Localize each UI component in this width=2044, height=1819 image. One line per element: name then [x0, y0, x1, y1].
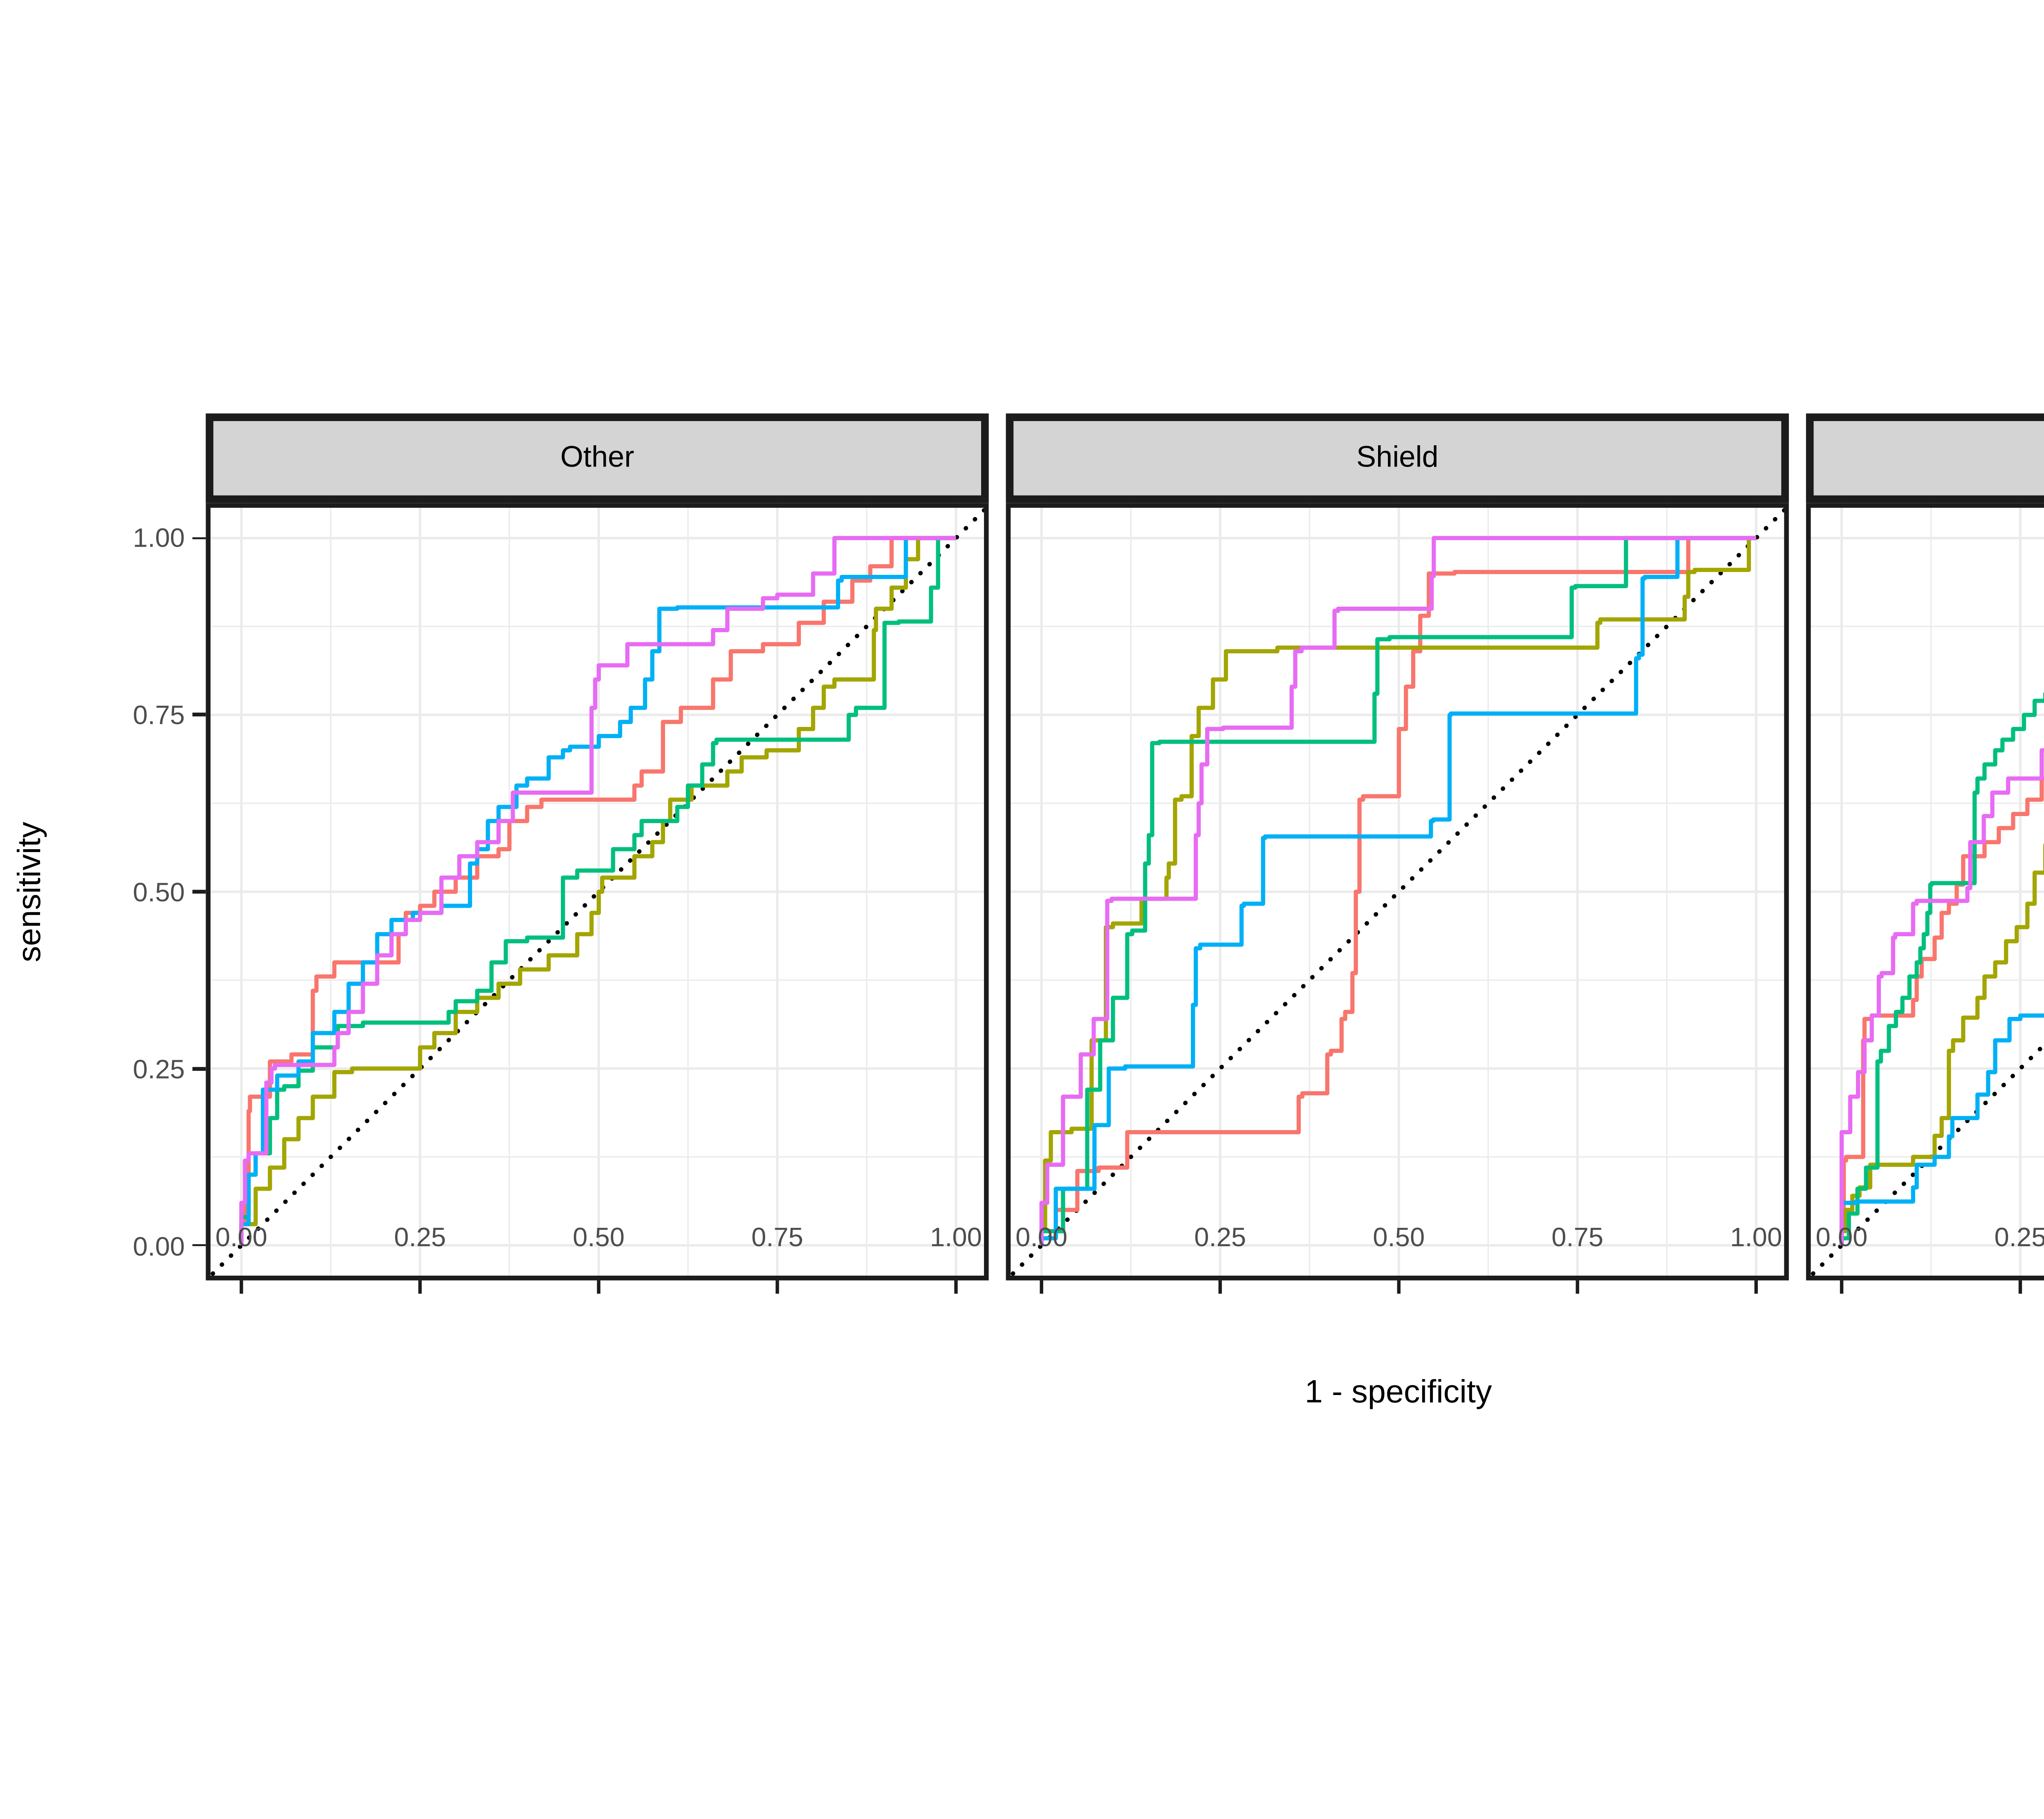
- roc-curve-fold3-other: [239, 536, 956, 1245]
- y-tick-mark: [192, 890, 206, 894]
- y-axis-title: sensitivity: [11, 822, 48, 963]
- x-axis-title: 1 - specificity: [1304, 1374, 1492, 1410]
- x-tick-label: 1.00: [1730, 1221, 1782, 1252]
- roc-curve-fold4-shield: [1039, 536, 1756, 1245]
- y-tick-label: 1.00: [133, 523, 185, 554]
- x-tick-label: 0.25: [394, 1221, 446, 1252]
- roc-curve-fold3-stratovolcano: [1839, 692, 2044, 1245]
- x-tick-label: 0.50: [1373, 1221, 1425, 1252]
- y-tick-label: 0.50: [133, 876, 185, 907]
- facet-strip-label: Other: [560, 441, 634, 474]
- panel-border: [1006, 503, 1789, 1281]
- panel-plot-stratovolcano: [1806, 503, 2044, 1294]
- y-tick-label: 0.25: [133, 1053, 185, 1084]
- roc-curve-fold1-other: [239, 536, 956, 1245]
- x-tick-label: 0.75: [1551, 1221, 1604, 1252]
- x-tick-label: 0.00: [215, 1221, 267, 1252]
- roc-curve-fold4-other: [239, 536, 956, 1245]
- y-tick-mark: [192, 713, 206, 717]
- roc-curve-fold5-other: [239, 536, 956, 1245]
- panel-plot-shield: [1006, 503, 1789, 1294]
- panel-border: [1806, 503, 2044, 1281]
- x-tick-label: 0.25: [1194, 1221, 1246, 1252]
- diagonal-reference-line: [1811, 1042, 2044, 1276]
- x-tick-label: 0.00: [1815, 1221, 1868, 1252]
- roc-curve-fold5-stratovolcano: [1839, 748, 2044, 1245]
- facet-strip-stratovolcano: Stratovolcano: [1806, 413, 2044, 503]
- roc-curve-fold1-shield: [1039, 536, 1756, 1245]
- panel-plot-other: [206, 503, 989, 1294]
- roc-curve-fold5-shield: [1039, 536, 1756, 1245]
- x-tick-label: 1.00: [930, 1221, 982, 1252]
- facet-strip-shield: Shield: [1006, 413, 1789, 503]
- roc-curve-fold2-other: [239, 536, 956, 1245]
- panel-border: [206, 503, 989, 1281]
- y-tick-label: 0.00: [133, 1230, 185, 1261]
- facet-other: Other 0.00 0.25 0.50 0.75 1.00: [206, 413, 989, 1296]
- x-tick-label: 0.50: [572, 1221, 625, 1252]
- facet-strip-other: Other: [206, 413, 989, 503]
- facet-panels: Other 0.00 0.25 0.50 0.75 1.00 Shield 0.00 0.25 0…: [206, 413, 2044, 1296]
- facet-strip-label: Shield: [1356, 441, 1439, 474]
- y-tick-label: 0.75: [133, 700, 185, 730]
- roc-curve-fold3-shield: [1039, 536, 1756, 1245]
- roc-curve-fold2-stratovolcano: [1839, 843, 2044, 1245]
- roc-curve-fold4-stratovolcano: [1839, 1013, 2044, 1245]
- facet-stratovolcano: Stratovolcano0.000.250.500.751.00: [1806, 413, 2044, 1296]
- x-tick-label: 0.25: [1994, 1221, 2044, 1252]
- diagonal-reference-line: [1011, 507, 1787, 1276]
- y-tick-mark: [192, 1067, 206, 1070]
- x-tick-label: 0.00: [1015, 1221, 1068, 1252]
- diagonal-reference-line: [211, 507, 987, 1276]
- roc-curve-fold2-shield: [1039, 536, 1756, 1245]
- y-tick-mark: [192, 1243, 206, 1247]
- facet-shield: Shield 0.00 0.25 0.50 0.75 1.00: [1006, 413, 1789, 1296]
- x-tick-label: 0.75: [751, 1221, 803, 1252]
- y-tick-mark: [192, 536, 206, 540]
